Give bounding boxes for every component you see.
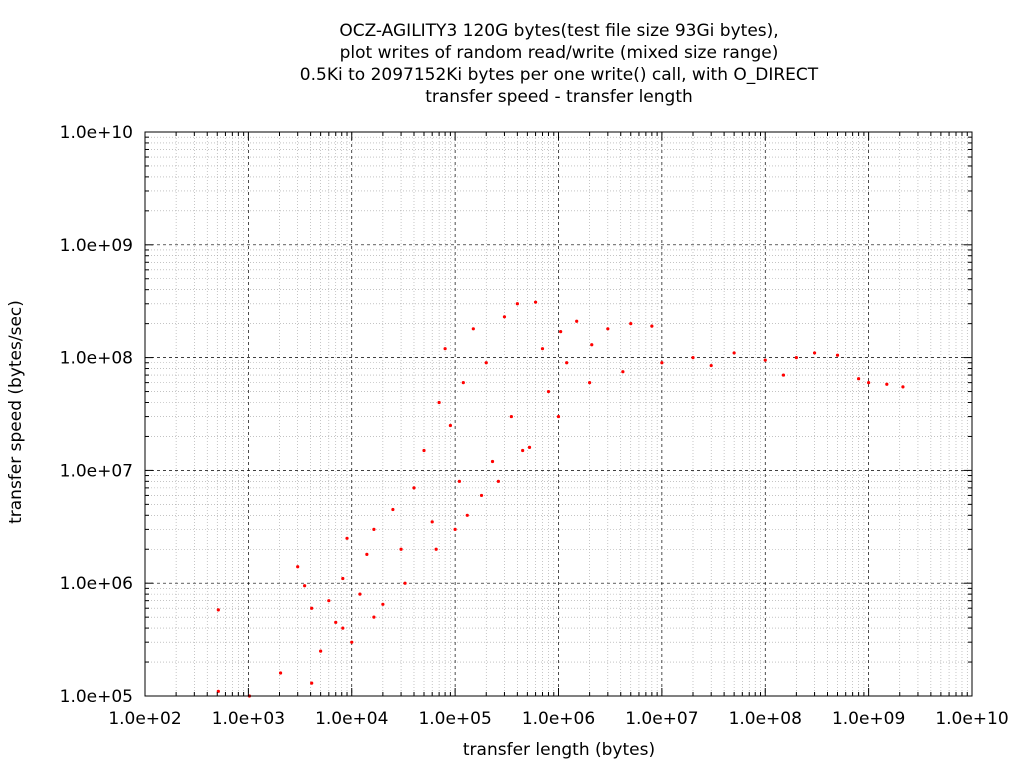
data-point bbox=[479, 493, 484, 498]
y-tick-labels: 1.0e+05 1.0e+06 1.0e+07 1.0e+08 1.0e+09 1.0e+… bbox=[60, 123, 133, 707]
minor-grid bbox=[145, 132, 972, 696]
data-point bbox=[546, 389, 551, 394]
x-tick-label: 1.0e+09 bbox=[832, 709, 905, 729]
data-point bbox=[448, 423, 452, 428]
data-point bbox=[412, 486, 416, 490]
data-point bbox=[621, 370, 625, 374]
data-point bbox=[650, 324, 654, 328]
data-point bbox=[540, 347, 545, 351]
x-axis-label: transfer length (bytes) bbox=[462, 740, 656, 760]
y-tick-label: 1.0e+07 bbox=[60, 461, 133, 481]
data-point bbox=[278, 671, 283, 675]
data-point bbox=[350, 640, 354, 644]
x-tick-label: 1.0e+02 bbox=[108, 709, 181, 729]
x-tick-label: 1.0e+04 bbox=[315, 709, 388, 729]
data-point bbox=[835, 353, 840, 357]
data-point bbox=[296, 565, 300, 569]
data-point bbox=[812, 351, 817, 355]
data-point bbox=[310, 681, 314, 685]
data-point bbox=[341, 576, 345, 581]
data-point bbox=[484, 361, 488, 365]
x-tick-labels: 1.0e+02 1.0e+03 1.0e+04 1.0e+05 1.0e+06 1.0e+… bbox=[108, 709, 1008, 729]
data-point bbox=[559, 330, 563, 334]
data-point bbox=[334, 620, 338, 624]
x-tick-label: 1.0e+05 bbox=[418, 709, 491, 729]
data-point bbox=[381, 602, 385, 606]
data-points bbox=[216, 300, 905, 698]
data-point bbox=[434, 547, 438, 551]
data-point bbox=[391, 507, 395, 512]
data-point bbox=[403, 581, 407, 585]
data-point bbox=[709, 363, 713, 368]
y-tick-label: 1.0e+08 bbox=[60, 349, 133, 369]
tick-marks bbox=[144, 131, 973, 697]
data-point bbox=[372, 527, 376, 531]
data-point bbox=[527, 445, 532, 449]
data-point bbox=[763, 358, 767, 362]
data-point bbox=[590, 343, 594, 347]
major-grid bbox=[145, 132, 972, 696]
data-point bbox=[901, 385, 905, 389]
data-point bbox=[857, 377, 861, 381]
data-point bbox=[457, 479, 462, 483]
data-point bbox=[629, 322, 633, 326]
data-point bbox=[606, 327, 610, 331]
data-point bbox=[430, 520, 434, 524]
data-point bbox=[443, 347, 447, 351]
x-tick-label: 1.0e+07 bbox=[625, 709, 698, 729]
chart-title-line-2: plot writes of random read/write (mixed … bbox=[339, 43, 779, 63]
chart-title-line-1: OCZ-AGILITY3 120G bytes(test file size 9… bbox=[339, 21, 779, 41]
data-point bbox=[515, 302, 519, 306]
data-point bbox=[732, 351, 736, 355]
y-axis-label: transfer speed (bytes/sec) bbox=[6, 300, 26, 524]
data-point bbox=[399, 547, 403, 551]
y-tick-label: 1.0e+06 bbox=[60, 574, 133, 594]
chart-title-line-4: transfer speed - transfer length bbox=[425, 87, 693, 107]
y-tick-label: 1.0e+05 bbox=[60, 687, 133, 707]
data-point bbox=[303, 584, 307, 588]
data-point bbox=[502, 315, 507, 319]
y-tick-label: 1.0e+10 bbox=[60, 123, 133, 143]
x-tick-label: 1.0e+10 bbox=[935, 709, 1008, 729]
data-point bbox=[372, 615, 376, 619]
data-point bbox=[781, 373, 786, 377]
data-point bbox=[794, 356, 798, 360]
data-point bbox=[588, 381, 592, 385]
x-tick-label: 1.0e+06 bbox=[522, 709, 595, 729]
y-tick-label: 1.0e+09 bbox=[60, 236, 133, 256]
data-point bbox=[533, 300, 538, 304]
data-point bbox=[365, 552, 369, 557]
data-point bbox=[496, 479, 500, 483]
data-point bbox=[461, 381, 465, 385]
data-point bbox=[509, 414, 513, 419]
x-tick-label: 1.0e+03 bbox=[212, 709, 285, 729]
data-point bbox=[565, 361, 569, 365]
data-point bbox=[437, 400, 441, 405]
data-point bbox=[660, 361, 664, 365]
data-point bbox=[345, 536, 349, 540]
data-point bbox=[216, 608, 220, 612]
data-point bbox=[490, 459, 495, 464]
data-point bbox=[465, 513, 469, 517]
data-point bbox=[521, 448, 525, 453]
data-point bbox=[319, 649, 323, 653]
data-point bbox=[358, 592, 362, 596]
data-point bbox=[556, 414, 561, 419]
data-point bbox=[310, 606, 314, 610]
data-point bbox=[691, 356, 695, 360]
data-point bbox=[327, 599, 331, 603]
data-point bbox=[575, 319, 579, 323]
data-point bbox=[867, 381, 871, 385]
x-tick-label: 1.0e+08 bbox=[729, 709, 802, 729]
data-point bbox=[885, 382, 889, 386]
data-point bbox=[422, 448, 426, 453]
data-point bbox=[453, 527, 457, 531]
data-point bbox=[471, 327, 475, 331]
data-point bbox=[341, 626, 345, 630]
chart-title-line-3: 0.5Ki to 2097152Ki bytes per one write()… bbox=[299, 65, 819, 85]
